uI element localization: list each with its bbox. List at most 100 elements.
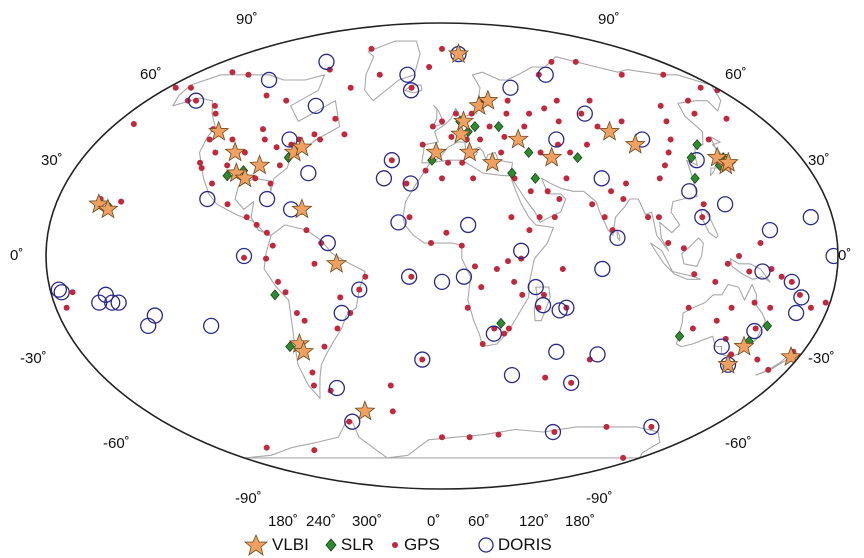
diamond-icon	[325, 538, 337, 552]
gps-station-dot	[712, 278, 719, 285]
gps-station-dot	[540, 291, 547, 298]
vlbi-station-star	[293, 340, 315, 361]
vlbi-station-star	[291, 198, 313, 219]
coastline-9	[709, 136, 725, 177]
gps-station-dot	[263, 444, 270, 451]
doris-station-ring	[328, 379, 346, 397]
doris-stations	[50, 45, 838, 441]
doris-station-ring	[146, 307, 164, 324]
gps-station-dot	[193, 97, 200, 104]
doris-station-ring	[527, 278, 544, 296]
gps-station-dot	[347, 309, 354, 316]
coastline-17	[616, 229, 621, 242]
gps-station-dot	[563, 175, 570, 182]
gps-station-dot	[722, 335, 729, 342]
gps-station-dot	[422, 167, 429, 174]
gps-station-dot	[445, 159, 452, 166]
vlbi-station-star	[507, 128, 529, 149]
gps-station-dot	[356, 286, 363, 293]
coastline-12	[729, 258, 771, 283]
gps-station-dot	[684, 97, 691, 104]
vlbi-station-star	[452, 110, 475, 131]
gps-station-dot	[504, 258, 511, 265]
gps-station-dot	[655, 214, 662, 221]
gps-station-dot	[728, 304, 735, 311]
gps-station-dot	[660, 71, 667, 78]
gps-station-dot	[471, 263, 478, 270]
vlbi-station-star	[450, 123, 472, 144]
gps-station-dot	[559, 265, 566, 272]
gps-station-dot	[283, 97, 290, 104]
vlbi-station-star	[354, 400, 376, 421]
coastline-7	[243, 421, 661, 459]
gps-station-dot	[541, 105, 548, 112]
gps-station-dot	[439, 45, 445, 52]
gps-station-dot	[429, 123, 436, 130]
gps-station-dot	[526, 110, 533, 117]
gps-station-dot	[368, 45, 375, 52]
gps-stations	[63, 45, 829, 461]
doris-station-ring	[281, 131, 298, 148]
doris-station-ring	[694, 209, 711, 226]
gps-station-dot	[229, 69, 236, 76]
gps-station-dot	[321, 343, 328, 350]
gps-station-dot	[406, 214, 413, 221]
gps-station-dot	[736, 253, 742, 259]
vlbi-station-star	[447, 42, 470, 64]
lon-label-60: 60˚	[468, 513, 490, 530]
gps-station-dot	[508, 214, 515, 221]
doris-station-ring	[513, 242, 530, 259]
gps-station-dot	[551, 429, 558, 436]
gps-station-dot	[697, 84, 704, 91]
gps-station-dot	[504, 97, 511, 104]
gps-station-dot	[603, 423, 610, 430]
gps-station-dot	[822, 299, 829, 306]
gps-station-dot	[389, 408, 396, 415]
gps-station-dot	[253, 221, 260, 228]
gps-station-dot	[346, 418, 353, 425]
gps-station-dot	[426, 64, 433, 71]
gps-station-dot	[263, 255, 270, 262]
vlbi-stations	[88, 42, 802, 421]
gps-station-dot	[466, 434, 473, 441]
doris-station-ring	[537, 66, 554, 83]
gps-station-dot	[519, 291, 526, 298]
slr-station-diamond	[285, 341, 295, 353]
gps-station-dot	[197, 159, 204, 166]
gps-station-dot	[273, 144, 280, 151]
coastline-1	[172, 74, 341, 236]
doris-station-ring	[548, 343, 565, 360]
doris-station-ring	[351, 281, 368, 298]
gps-station-dot	[241, 149, 248, 156]
gps-station-dot	[526, 227, 533, 234]
slr-station-diamond	[530, 172, 541, 184]
doris-station-ring	[643, 418, 660, 436]
doris-station-ring	[544, 423, 562, 441]
doris-station-ring	[754, 263, 771, 280]
doris-station-ring	[460, 216, 477, 234]
coastline-10	[650, 242, 701, 280]
gps-station-dot	[537, 149, 544, 156]
doris-station-ring	[783, 273, 800, 291]
gps-station-dot	[689, 325, 696, 332]
gps-station-dot	[63, 304, 70, 311]
doris-station-ring	[609, 229, 626, 247]
coastline-18	[700, 208, 719, 239]
gps-station-dot	[470, 175, 477, 182]
gps-station-dot	[243, 214, 250, 221]
lon-label-120: 120˚	[519, 513, 550, 530]
gps-station-dot	[448, 133, 455, 140]
gps-station-dot	[118, 198, 125, 205]
gps-station-dot	[477, 136, 484, 143]
gps-station-dot	[198, 164, 205, 171]
legend-item-slr: SLR	[323, 534, 374, 556]
gps-station-dot	[269, 242, 276, 249]
doris-station-ring	[503, 366, 521, 384]
gps-station-dot	[754, 356, 761, 363]
gps-station-dot	[301, 317, 308, 324]
lat-label-left-90: 90˚	[236, 11, 258, 28]
lat-label-right-60: 60˚	[725, 66, 747, 83]
gps-station-dot	[458, 242, 465, 249]
vlbi-station-star	[97, 198, 119, 219]
doris-station-ring	[400, 268, 418, 285]
